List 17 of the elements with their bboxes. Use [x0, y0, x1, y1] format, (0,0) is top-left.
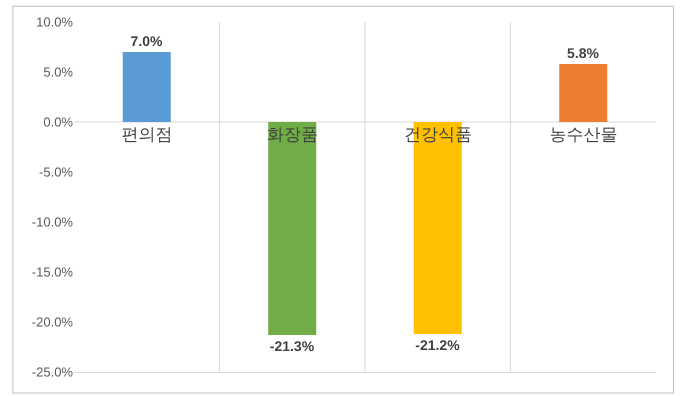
- x-tick-label: 농수산물: [549, 125, 618, 144]
- bar: [559, 64, 608, 122]
- x-tick-label: 편의점: [121, 125, 172, 144]
- data-label: 7.0%: [130, 33, 163, 49]
- y-tick-label: 10.0%: [36, 14, 74, 30]
- data-label: -21.2%: [415, 337, 460, 353]
- bar: [268, 122, 316, 335]
- bar: [122, 52, 171, 122]
- data-label: -21.3%: [270, 338, 315, 354]
- y-tick-label: -25.0%: [32, 364, 74, 380]
- y-tick-label: 0.0%: [43, 114, 74, 130]
- y-tick-label: -20.0%: [32, 314, 74, 330]
- y-tick-label: 5.0%: [43, 64, 74, 80]
- data-label: 5.8%: [567, 45, 600, 61]
- y-tick-label: -10.0%: [32, 214, 74, 230]
- y-tick-label: -15.0%: [32, 264, 74, 280]
- y-tick-label: -5.0%: [39, 164, 74, 180]
